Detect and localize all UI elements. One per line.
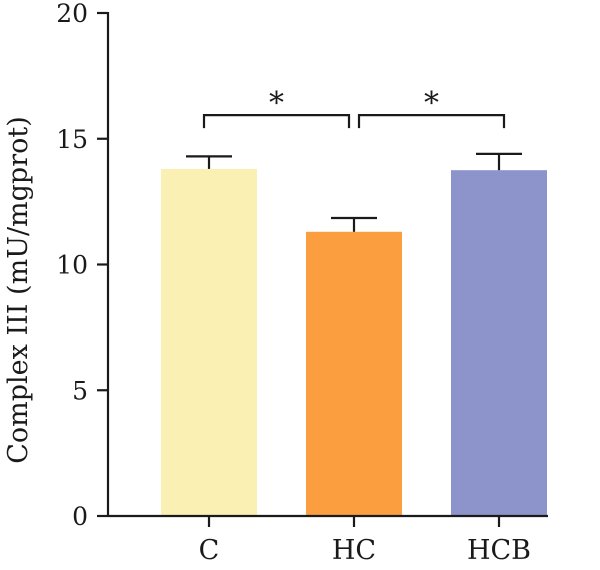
significance-bracket [202, 114, 351, 129]
y-tick-label: 5 [72, 376, 88, 405]
y-tick-label: 20 [56, 0, 88, 28]
significance-star: * [269, 86, 284, 121]
y-axis-label: Complex III (mU/mgprot) [3, 116, 34, 464]
bar-hc [306, 231, 402, 516]
y-tick-label: 10 [56, 251, 88, 280]
bar-c [161, 168, 257, 516]
x-tick-label-hcb: HCB [467, 535, 531, 566]
plot-area: 0 5 10 15 20 C HC HCB * * [56, 0, 548, 566]
significance-bracket [357, 114, 506, 129]
y-tick-label: 0 [72, 502, 88, 531]
y-tick-label: 15 [56, 125, 88, 154]
significance-star: * [424, 86, 439, 121]
bar-hcb [451, 170, 547, 516]
x-tick-label-hc: HC [332, 535, 376, 566]
x-tick-label-c: C [199, 535, 220, 566]
